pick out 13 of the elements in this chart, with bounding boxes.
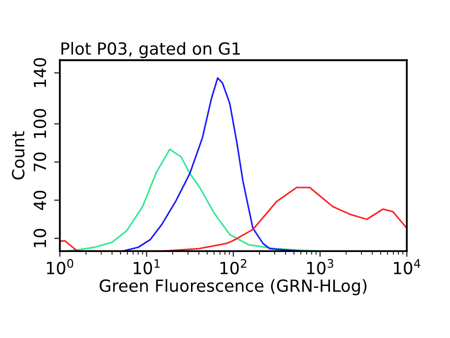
y-tick-label: 70 (34, 152, 46, 172)
y-tick-label: 40 (34, 190, 46, 210)
y-tick-label: 140 (34, 58, 46, 87)
x-tick-label: 10$^{1}$ (134, 259, 160, 274)
y-axis-title: Count (12, 131, 25, 180)
x-tick-label: 10$^{4}$ (394, 259, 420, 274)
x-tick-label: 10$^{2}$ (220, 259, 246, 274)
x-tick-label: 10$^{0}$ (47, 259, 74, 274)
chart-title: Plot P03, gated on G1 (61, 42, 240, 58)
x-tick-label: 10$^{3}$ (307, 259, 334, 274)
x-axis-title: Green Fluorescence (GRN-HLog) (100, 279, 366, 296)
y-tick-label: 100 (34, 109, 46, 138)
y-tick-label: 10 (34, 228, 46, 248)
